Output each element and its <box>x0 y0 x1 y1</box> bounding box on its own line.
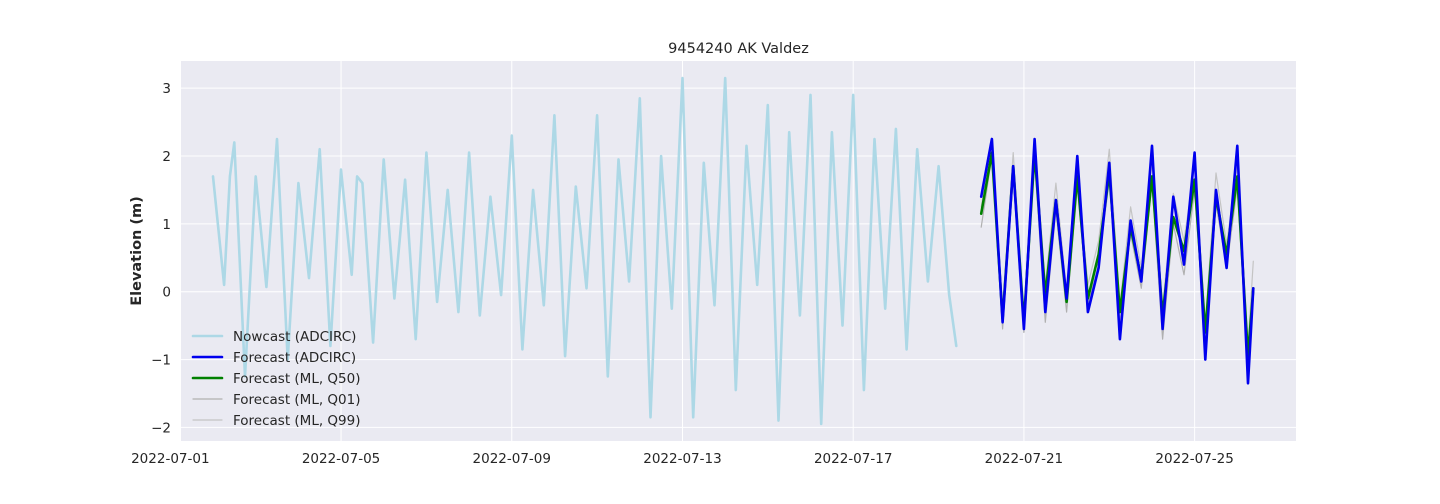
series-layer <box>211 76 1255 426</box>
legend-item: Forecast (ML, Q99) <box>192 413 361 429</box>
legend-label: Forecast (ML, Q01) <box>233 392 361 408</box>
axis-ticks: 2022-07-01 2022-07-05 2022-07-09 2022-07-13… <box>131 81 1234 467</box>
x-tick-label: 2022-07-25 <box>1155 451 1233 467</box>
y-tick-label: 1 <box>162 217 171 233</box>
x-tick-label: 2022-07-05 <box>302 451 380 467</box>
legend-item: Nowcast (ADCIRC) <box>191 329 356 345</box>
y-tick-label: −2 <box>151 420 171 436</box>
legend-item: Forecast (ADCIRC) <box>191 350 356 366</box>
legend-label: Forecast (ML, Q99) <box>233 413 361 429</box>
series-line-0 <box>211 76 958 426</box>
legend-item: Forecast (ML, Q01) <box>192 392 361 408</box>
y-tick-label: −1 <box>151 353 171 369</box>
x-tick-label: 2022-07-09 <box>473 451 551 467</box>
chart-title: 9454240 AK Valdez <box>668 41 809 57</box>
y-tick-label: 2 <box>162 149 171 165</box>
series-line-1 <box>979 137 1255 385</box>
legend-label: Nowcast (ADCIRC) <box>233 329 356 345</box>
legend-label: Forecast (ML, Q50) <box>233 371 361 387</box>
legend: Nowcast (ADCIRC) Forecast (ADCIRC) Forecas… <box>191 329 361 429</box>
y-tick-label: 3 <box>162 81 171 97</box>
y-axis-label: Elevation (m) <box>129 196 145 306</box>
x-tick-label: 2022-07-01 <box>131 451 209 467</box>
x-tick-label: 2022-07-21 <box>985 451 1063 467</box>
x-tick-label: 2022-07-13 <box>643 451 721 467</box>
legend-label: Forecast (ADCIRC) <box>233 350 356 366</box>
legend-item: Forecast (ML, Q50) <box>191 371 361 387</box>
y-tick-label: 0 <box>162 285 171 301</box>
x-tick-label: 2022-07-17 <box>814 451 892 467</box>
